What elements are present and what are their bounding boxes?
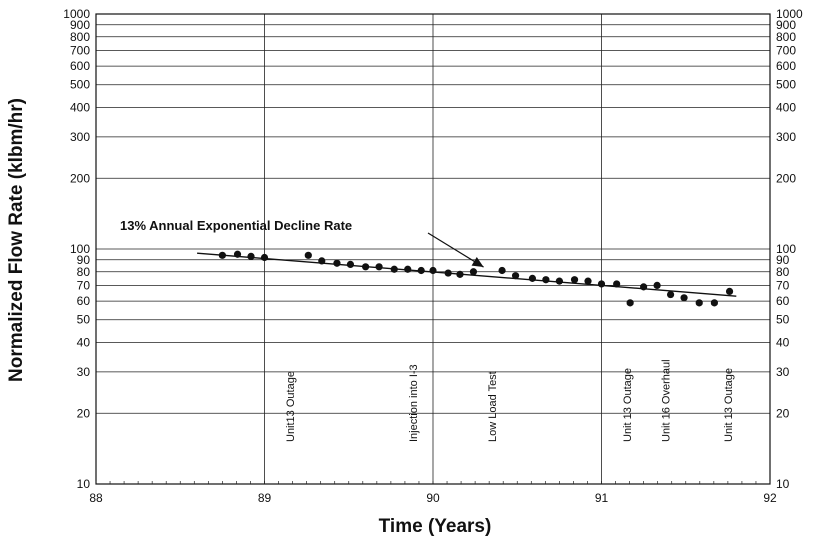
data-point bbox=[695, 299, 703, 307]
data-point bbox=[528, 274, 537, 282]
y-tick-label-left: 700 bbox=[70, 43, 90, 57]
y-tick-label-left: 400 bbox=[70, 101, 90, 115]
gridlines bbox=[95, 13, 771, 485]
x-tick-label: 89 bbox=[258, 491, 272, 505]
data-point bbox=[390, 265, 398, 273]
data-point bbox=[318, 257, 326, 265]
data-point bbox=[375, 263, 383, 271]
y-tick-label-right: 50 bbox=[776, 313, 790, 327]
data-points bbox=[218, 250, 734, 307]
data-point bbox=[680, 294, 688, 302]
decline-rate-annotation: 13% Annual Exponential Decline Rate bbox=[120, 218, 352, 233]
data-point bbox=[653, 281, 661, 290]
y-tick-label-right: 900 bbox=[776, 18, 796, 32]
event-label: Unit13 Outage bbox=[285, 371, 297, 442]
data-point bbox=[429, 266, 437, 275]
event-label: Low Load Test bbox=[487, 371, 499, 442]
annotation-arrowhead bbox=[471, 257, 484, 268]
y-tick-label-left: 100 bbox=[70, 242, 90, 256]
y-tick-label-right: 30 bbox=[776, 365, 790, 379]
y-tick-label-left: 60 bbox=[77, 294, 91, 308]
y-tick-label-left: 50 bbox=[77, 313, 91, 327]
data-point bbox=[218, 251, 226, 259]
data-point bbox=[404, 265, 412, 273]
x-tick-label: 90 bbox=[426, 491, 440, 505]
data-point bbox=[640, 283, 648, 291]
y-tick-label-right: 60 bbox=[776, 294, 790, 308]
data-point bbox=[584, 277, 592, 285]
data-point bbox=[725, 287, 734, 296]
annotation-group: 13% Annual Exponential Decline Rate bbox=[120, 218, 352, 233]
y-tick-label-left: 90 bbox=[77, 253, 91, 267]
x-axis-label: Time (Years) bbox=[379, 516, 492, 537]
data-point bbox=[498, 266, 506, 275]
y-tick-label-right: 80 bbox=[776, 265, 790, 279]
event-label: Unit 13 Outage bbox=[723, 368, 735, 442]
y-tick-label-left: 80 bbox=[77, 265, 91, 279]
event-label: Unit 16 Overhaul bbox=[661, 359, 673, 442]
y-tick-label-right: 70 bbox=[776, 278, 790, 292]
event-label: Unit 13 Outage bbox=[622, 368, 634, 442]
data-point bbox=[469, 268, 478, 276]
data-point bbox=[570, 276, 579, 284]
y-tick-label-left: 500 bbox=[70, 78, 90, 92]
y-tick-label-right: 400 bbox=[776, 101, 796, 115]
x-tick-label: 92 bbox=[763, 491, 777, 505]
y-tick-label-right: 800 bbox=[776, 30, 796, 44]
y-tick-label-left: 40 bbox=[77, 336, 91, 350]
data-point bbox=[710, 299, 718, 307]
data-point bbox=[247, 252, 255, 261]
y-tick-label-right: 10 bbox=[776, 477, 790, 491]
y-tick-label-left: 600 bbox=[70, 59, 90, 73]
y-tick-label-left: 800 bbox=[70, 30, 90, 44]
y-tick-label-right: 20 bbox=[776, 406, 790, 420]
x-tick-label: 88 bbox=[89, 491, 103, 505]
y-tick-label-left: 900 bbox=[70, 18, 90, 32]
y-tick-label-right: 700 bbox=[776, 43, 796, 57]
y-tick-label-right: 500 bbox=[776, 78, 796, 92]
data-point bbox=[555, 277, 563, 285]
y-tick-label-left: 1000 bbox=[63, 7, 90, 21]
data-point bbox=[511, 272, 520, 280]
x-axis-ticks: 88 89 90 91 92 bbox=[89, 481, 777, 505]
event-label: Injection into I-3 bbox=[408, 364, 420, 442]
data-point bbox=[260, 253, 269, 262]
y-tick-label-right: 40 bbox=[776, 336, 790, 350]
y-tick-label-right: 90 bbox=[776, 253, 790, 267]
y-tick-label-left: 30 bbox=[77, 365, 91, 379]
data-point bbox=[444, 269, 452, 277]
y-tick-label-left: 300 bbox=[70, 130, 90, 144]
data-point bbox=[233, 250, 242, 258]
y-tick-label-right: 300 bbox=[776, 130, 796, 144]
data-point bbox=[542, 276, 550, 284]
data-point bbox=[626, 299, 634, 307]
data-point bbox=[417, 266, 425, 275]
y-tick-label-left: 200 bbox=[70, 171, 90, 185]
y-tick-label-left: 70 bbox=[77, 278, 91, 292]
y-tick-label-right: 1000 bbox=[776, 7, 803, 21]
data-point bbox=[333, 259, 341, 267]
y-axis-label: Normalized Flow Rate (klbm/hr) bbox=[6, 98, 27, 382]
data-point bbox=[304, 251, 312, 259]
y-tick-label-left: 10 bbox=[77, 477, 91, 491]
y-tick-label-right: 100 bbox=[776, 242, 796, 256]
data-point bbox=[346, 260, 355, 268]
data-point bbox=[613, 280, 621, 288]
data-point bbox=[456, 270, 464, 278]
y-tick-label-right: 600 bbox=[776, 59, 796, 73]
event-labels: Unit13 Outage Injection into I-3 Low Load … bbox=[285, 359, 735, 442]
y-tick-label-right: 200 bbox=[776, 171, 796, 185]
data-point bbox=[597, 280, 606, 288]
data-point bbox=[362, 263, 370, 271]
data-point bbox=[666, 290, 675, 299]
x-tick-label: 91 bbox=[595, 491, 609, 505]
y-tick-label-left: 20 bbox=[77, 406, 91, 420]
